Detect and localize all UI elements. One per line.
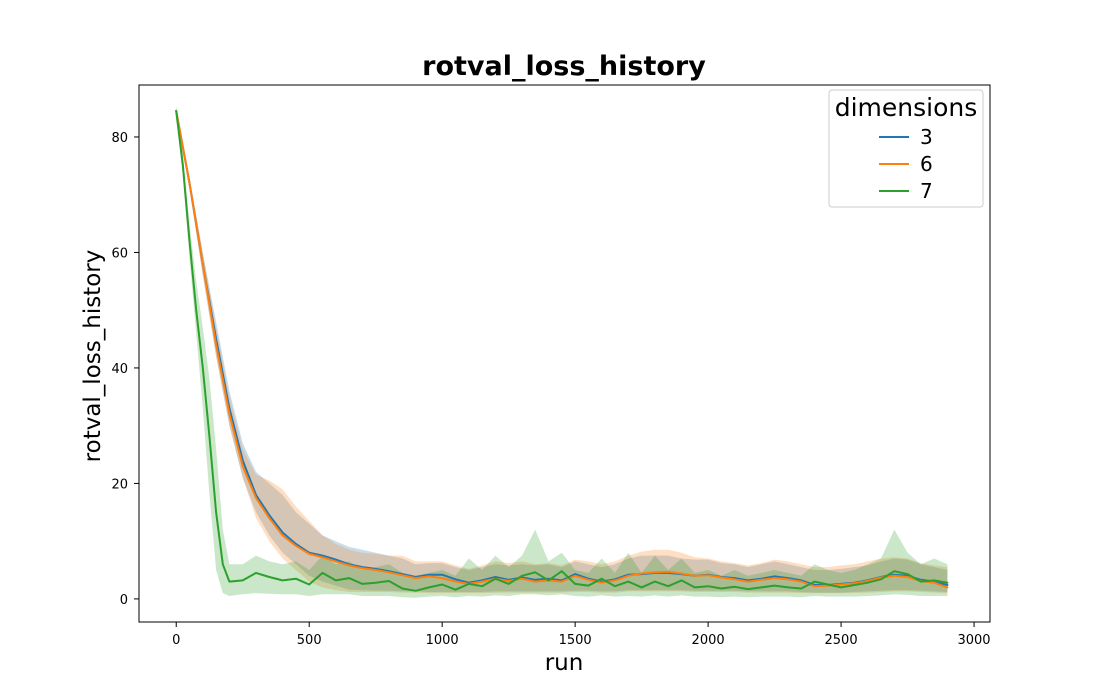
y-tick-label: 0: [120, 593, 128, 608]
x-axis-label: run: [545, 650, 584, 676]
legend-label-7: 7: [920, 179, 933, 203]
legend-items: 3 6 7: [879, 125, 933, 203]
series-lines: [175, 110, 949, 592]
legend-label-6: 6: [920, 152, 933, 176]
y-tick-label: 60: [111, 246, 128, 261]
x-tick-label: 1500: [559, 633, 592, 648]
series-7-line: [175, 110, 949, 592]
x-tick-label: 1000: [426, 633, 459, 648]
x-tick-label: 2000: [692, 633, 725, 648]
chart-title: rotval_loss_history: [422, 51, 706, 82]
x-tick-label: 3000: [957, 633, 990, 648]
y-tick-label: 20: [111, 477, 128, 492]
plot-frame: [138, 84, 991, 623]
legend-label-3: 3: [920, 125, 933, 149]
legend-box: [828, 89, 984, 208]
plot-area: 0 500 1000 1500 2000 2500 3000 0 20 40 60 80: [111, 84, 991, 648]
y-tick-label: 40: [111, 362, 128, 377]
x-tick-label: 2500: [825, 633, 858, 648]
y-axis-label: rotval_loss_history: [80, 250, 106, 463]
legend-title: dimensions: [835, 93, 978, 122]
x-axis: 0 500 1000 1500 2000 2500 3000: [172, 622, 991, 648]
y-tick-label: 80: [111, 131, 128, 146]
series-6-line: [175, 110, 949, 589]
x-tick-label: 0: [172, 633, 180, 648]
x-tick-label: 500: [297, 633, 322, 648]
legend: dimensions 3 6 7: [828, 89, 984, 208]
y-axis: 0 20 40 60 80: [111, 131, 139, 608]
